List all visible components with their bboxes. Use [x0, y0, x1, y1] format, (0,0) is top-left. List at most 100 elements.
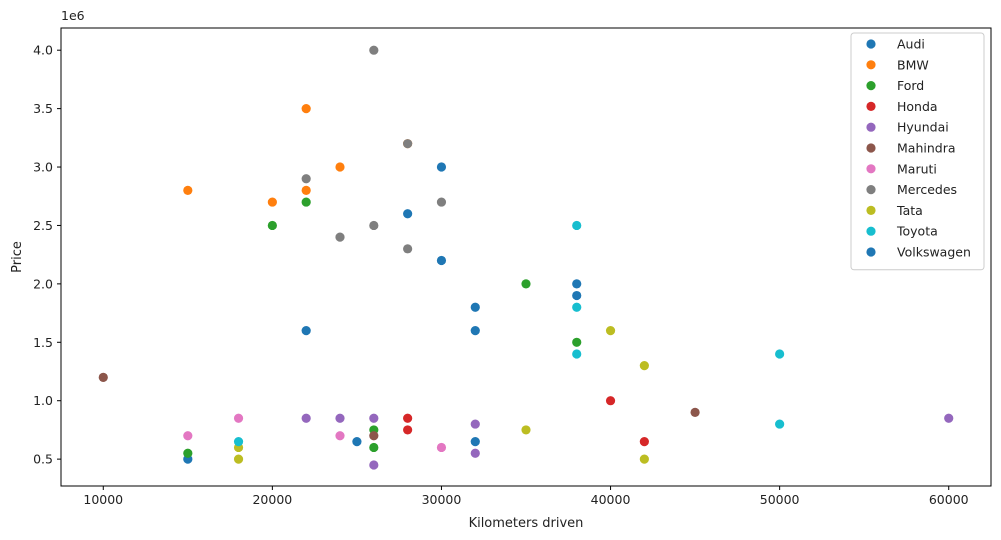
legend-marker — [866, 143, 876, 153]
data-point-tata — [605, 326, 616, 336]
y-tick-label: 3.5 — [33, 101, 53, 116]
legend-label: Hyundai — [897, 120, 949, 135]
legend-label: Audi — [897, 37, 925, 52]
data-point-toyota — [775, 419, 785, 429]
data-point-hyundai — [470, 448, 480, 458]
data-point-hyundai — [369, 460, 379, 470]
data-point-audi — [470, 302, 480, 312]
data-point-ford — [301, 197, 311, 207]
data-point-mahindra — [369, 431, 379, 441]
data-point-mercedes — [403, 244, 413, 254]
data-point-toyota — [233, 437, 244, 447]
legend-label: BMW — [897, 57, 929, 72]
data-point-ford — [267, 220, 277, 231]
y-tick-label: 1.0 — [33, 393, 53, 408]
x-axis-ticks: 10000 20000 30000 40000 50000 60000 — [83, 486, 969, 507]
y-tick-label: 2.0 — [33, 276, 53, 291]
data-point-ford — [369, 442, 379, 453]
y-tick-label: 2.5 — [33, 218, 53, 233]
legend-marker — [866, 122, 876, 132]
data-point-audi — [403, 209, 413, 219]
data-point-honda — [639, 437, 649, 447]
data-point-audi — [436, 255, 447, 266]
data-point-bmw — [267, 197, 277, 207]
legend-marker — [866, 60, 876, 70]
data-point-tata — [639, 454, 649, 464]
data-point-hyundai — [944, 413, 954, 423]
data-point-toyota — [775, 349, 785, 359]
data-point-mercedes — [301, 174, 311, 184]
y-tick-label: 1.5 — [33, 335, 53, 350]
legend-marker — [866, 205, 876, 215]
data-point-toyota — [572, 220, 582, 231]
data-point-maruti — [436, 442, 447, 453]
plot-frame — [60, 27, 992, 487]
legend-label: Volkswagen — [897, 245, 971, 260]
legend-marker — [866, 226, 876, 236]
data-point-honda — [403, 425, 413, 435]
data-point-hyundai — [301, 413, 311, 423]
data-point-toyota — [572, 302, 582, 312]
x-axis-label: Kilometers driven — [469, 516, 584, 531]
data-point-honda — [403, 413, 413, 423]
data-point-hyundai — [369, 413, 379, 423]
data-points — [98, 45, 954, 470]
data-point-maruti — [233, 413, 244, 423]
legend-marker — [866, 81, 876, 91]
legend-label: Honda — [897, 99, 938, 114]
legend-marker — [866, 164, 876, 174]
legend-marker — [866, 39, 876, 49]
data-point-mahindra — [98, 372, 108, 382]
data-point-tata — [639, 361, 649, 371]
legend: Audi BMW Ford Honda Hyundai Mahindra Maruti Mer… — [850, 32, 985, 271]
data-point-volkswagen — [470, 326, 480, 336]
data-point-bmw — [301, 185, 311, 196]
data-point-toyota — [572, 349, 582, 359]
y-tick-label: 3.0 — [33, 160, 53, 175]
legend-label: Toyota — [896, 224, 938, 239]
data-point-volkswagen — [352, 437, 362, 447]
legend-marker — [866, 247, 876, 257]
data-point-maruti — [183, 431, 193, 441]
data-point-bmw — [183, 185, 193, 196]
data-point-tata — [233, 454, 244, 464]
data-point-mahindra — [690, 407, 700, 417]
data-point-audi — [572, 290, 582, 301]
data-point-ford — [183, 448, 193, 458]
legend-label: Tata — [896, 203, 923, 218]
legend-label: Mahindra — [897, 141, 956, 156]
x-tick-label: 10000 — [83, 492, 123, 507]
data-point-volkswagen — [436, 162, 447, 172]
data-point-honda — [605, 396, 616, 406]
y-tick-label: 0.5 — [33, 452, 53, 467]
legend-box — [850, 32, 985, 271]
data-point-mercedes — [369, 220, 379, 231]
data-point-hyundai — [335, 413, 345, 423]
data-point-hyundai — [470, 419, 480, 429]
data-point-mercedes — [335, 232, 345, 242]
data-point-bmw — [301, 104, 311, 114]
data-point-mercedes — [403, 139, 413, 149]
y-tick-label: 4.0 — [33, 43, 53, 58]
x-tick-label: 50000 — [760, 492, 800, 507]
data-point-volkswagen — [301, 326, 311, 336]
legend-marker — [866, 101, 876, 111]
x-tick-label: 40000 — [591, 492, 631, 507]
data-point-audi — [470, 437, 480, 447]
data-point-tata — [521, 425, 531, 435]
x-tick-label: 20000 — [252, 492, 292, 507]
y-axis-offset-text: 1e6 — [61, 8, 85, 23]
y-axis-ticks: 0.5 1.0 1.5 2.0 2.5 3.0 3.5 4.0 — [33, 43, 61, 467]
legend-label: Maruti — [897, 161, 937, 176]
data-point-ford — [521, 279, 531, 289]
data-point-maruti — [335, 431, 345, 441]
legend-label: Ford — [897, 78, 924, 93]
legend-marker — [866, 185, 876, 195]
data-point-ford — [572, 337, 582, 347]
data-point-mercedes — [369, 45, 379, 55]
data-point-audi — [572, 279, 582, 289]
data-point-mercedes — [436, 197, 447, 207]
x-tick-label: 60000 — [929, 492, 969, 507]
